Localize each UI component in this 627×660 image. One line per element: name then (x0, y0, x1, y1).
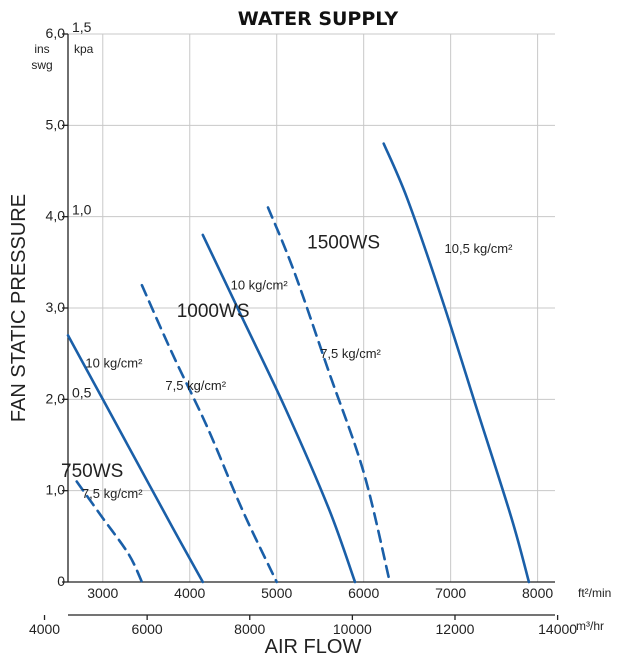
x-bottom-tick-label: 6000 (132, 621, 163, 637)
curve-6 (382, 142, 531, 584)
curve-4 (201, 233, 357, 584)
curve-labels: 750WS 1000WS 1500WS 7,5 kg/cm² 10 kg/cm² 7,5 … (61, 233, 513, 501)
x-bottom-ticks: 4000 6000 8000 10000 12000 14000 (29, 615, 577, 637)
curve-5 (266, 206, 392, 584)
curve-3 (140, 283, 278, 584)
x-bottom-tick-label: 12000 (436, 621, 475, 637)
y-tick-label: 4,0 (46, 208, 66, 224)
y-tick-label: 0 (57, 573, 65, 589)
curves (66, 142, 531, 584)
curve-label: 7,5 kg/cm² (320, 346, 381, 361)
swg-unit-label: swg (31, 58, 52, 72)
series-label: 1000WS (177, 301, 250, 322)
curve-2 (66, 334, 205, 584)
x-bottom-tick-label: 10000 (333, 621, 372, 637)
chart-title: WATER SUPPLY (238, 8, 399, 30)
kpa-ticks: 0,5 1,0 1,5 (72, 19, 92, 400)
kpa-unit-label: kpa (74, 42, 94, 56)
curve-1 (75, 480, 144, 584)
x-top-ticks: 3000 4000 5000 6000 7000 8000 (87, 585, 553, 601)
kpa-tick-label: 1,5 (72, 19, 92, 35)
x-axis-title: AIR FLOW (265, 636, 362, 658)
kpa-tick-label: 0,5 (72, 384, 92, 400)
curve-label: 10 kg/cm² (231, 278, 289, 293)
x-bottom-unit: m³/hr (576, 619, 604, 633)
ins-unit-label: ins (34, 42, 49, 56)
grid (68, 33, 555, 582)
x-top-tick-label: 5000 (261, 585, 292, 601)
curve-label: 10,5 kg/cm² (445, 241, 514, 256)
x-top-tick-label: 6000 (348, 585, 379, 601)
series-label: 1500WS (307, 233, 380, 254)
curve-label: 10 kg/cm² (85, 355, 143, 370)
y-axis-title: FAN STATIC PRESSURE (8, 194, 30, 422)
x-top-tick-label: 7000 (435, 585, 466, 601)
x-bottom-tick-label: 14000 (538, 621, 577, 637)
y-tick-label: 6,0 (46, 25, 66, 41)
series-label: 750WS (61, 461, 123, 482)
y-tick-label: 2,0 (46, 390, 66, 406)
y-tick-label: 5,0 (46, 116, 66, 132)
x-bottom-tick-label: 4000 (29, 621, 60, 637)
x-bottom-tick-label: 8000 (234, 621, 265, 637)
x-top-unit: ft²/min (578, 586, 611, 600)
y-tick-label: 3,0 (46, 299, 66, 315)
kpa-tick-label: 1,0 (72, 202, 92, 218)
x-top-tick-label: 8000 (522, 585, 553, 601)
y-tick-label: 1,0 (46, 482, 66, 498)
y-ticks: 0 1,0 2,0 3,0 4,0 5,0 6,0 (46, 25, 68, 589)
x-top-tick-label: 4000 (174, 585, 205, 601)
curve-label: 7,5 kg/cm² (82, 486, 143, 501)
curve-label: 7,5 kg/cm² (165, 378, 226, 393)
x-top-tick-label: 3000 (87, 585, 118, 601)
